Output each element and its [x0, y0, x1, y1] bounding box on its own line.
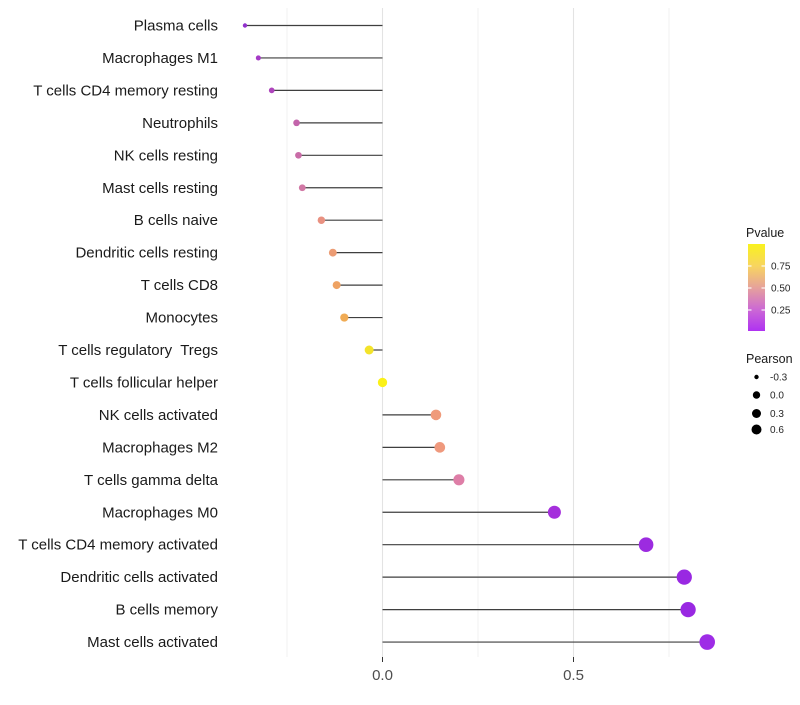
y-axis-category-label: Macrophages M2: [102, 439, 218, 456]
pvalue-colorbar: [748, 244, 765, 331]
data-point: [699, 634, 715, 650]
data-point: [332, 281, 341, 290]
pearson-size-dot: [752, 409, 761, 418]
y-axis-category-label: Dendritic cells activated: [60, 569, 218, 586]
pearson-size-dot: [751, 424, 762, 435]
pvalue-tick-label: 0.25: [771, 306, 791, 317]
y-axis-category-label: T cells regulatory Tregs: [58, 342, 218, 359]
y-axis-category-label: Mast cells activated: [87, 634, 218, 651]
pearson-size-label: -0.3: [770, 373, 788, 384]
y-axis-category-label: Mast cells resting: [102, 180, 218, 197]
pvalue-legend-title: Pvalue: [746, 226, 784, 240]
y-axis-category-label: Macrophages M0: [102, 504, 218, 521]
y-axis-category-label: NK cells activated: [99, 407, 218, 424]
pearson-size-label: 0.0: [770, 391, 784, 402]
data-point: [328, 248, 337, 257]
y-axis-category-label: T cells CD8: [141, 277, 218, 294]
pearson-size-dot: [754, 374, 759, 380]
data-point: [295, 151, 302, 159]
pvalue-tick-label: 0.50: [771, 284, 791, 295]
y-axis-category-label: T cells gamma delta: [84, 472, 219, 489]
data-point: [547, 505, 561, 519]
y-axis-category-label: Monocytes: [145, 310, 218, 327]
y-axis-category-label: B cells memory: [115, 602, 218, 619]
data-point: [453, 474, 465, 486]
y-axis-category-label: Neutrophils: [142, 115, 218, 132]
data-point: [434, 442, 446, 453]
pearson-size-label: 0.3: [770, 409, 784, 420]
pearson-legend-title: Pearson: [746, 352, 793, 366]
data-point: [676, 569, 692, 585]
data-point: [255, 55, 261, 61]
y-axis-category-label: Plasma cells: [134, 18, 218, 35]
y-axis-category-label: Dendritic cells resting: [75, 245, 218, 262]
pearson-size-dot: [752, 391, 761, 399]
data-point: [298, 184, 306, 192]
y-axis-category-label: NK cells resting: [114, 147, 218, 164]
y-axis-category-label: Macrophages M1: [102, 50, 218, 67]
y-axis-category-label: T cells follicular helper: [70, 374, 218, 391]
y-axis-category-label: T cells CD4 memory resting: [33, 82, 218, 99]
data-point: [268, 87, 275, 94]
data-point: [340, 313, 349, 322]
data-point: [242, 23, 248, 28]
x-axis-tick-label: 0.5: [563, 667, 584, 684]
data-point: [638, 537, 654, 553]
y-axis-category-label: B cells naive: [134, 212, 218, 229]
pvalue-tick-label: 0.75: [771, 262, 791, 273]
data-point: [377, 377, 388, 388]
data-point: [430, 409, 442, 421]
data-point: [293, 119, 300, 127]
data-point: [680, 601, 696, 618]
x-axis-tick-label: 0.0: [372, 667, 393, 684]
data-point: [317, 216, 326, 224]
y-axis-category-label: T cells CD4 memory activated: [18, 537, 218, 554]
data-point: [364, 345, 374, 355]
pearson-size-label: 0.6: [770, 425, 784, 436]
